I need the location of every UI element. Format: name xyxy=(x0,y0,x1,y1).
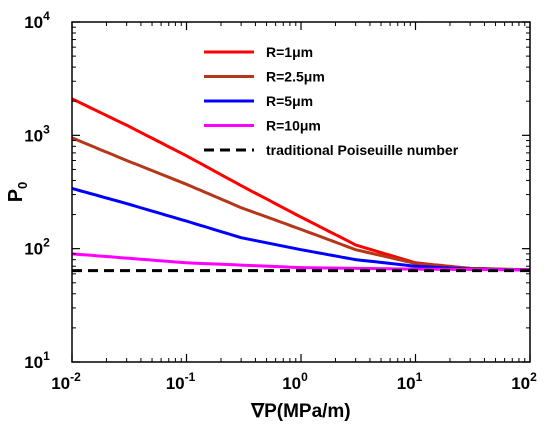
y-axis-label: P0 xyxy=(5,182,30,203)
y-tick-label: 104 xyxy=(24,9,50,32)
y-axis-label-sub: 0 xyxy=(15,182,30,189)
x-axis-label: ∇P(MPa/m) xyxy=(250,401,350,422)
y-tick-label: 101 xyxy=(24,349,50,372)
x-tick-label: 102 xyxy=(511,370,537,393)
y-tick-label: 102 xyxy=(24,236,50,259)
x-tick-label: 100 xyxy=(282,370,308,393)
x-tick-label: 10-1 xyxy=(166,370,196,393)
series-layer xyxy=(71,97,531,273)
x-axis-label-text: P(MPa/m) xyxy=(264,401,351,422)
series-line-4 xyxy=(71,252,531,272)
legend-label-1: R=1μm xyxy=(266,44,313,60)
legend-label-3: R=5μm xyxy=(266,93,313,109)
legend: R=1μm R=2.5μm R=5μm R=10μm traditional Poise… xyxy=(204,44,459,158)
y-axis-label-main: P xyxy=(5,189,27,202)
legend-label-5: traditional Poiseuille number xyxy=(266,142,459,158)
svg-text:P0: P0 xyxy=(5,182,30,203)
y-tick-label: 103 xyxy=(24,122,50,145)
x-tick-label: 101 xyxy=(397,370,423,393)
legend-label-2: R=2.5μm xyxy=(266,69,325,85)
tick-label-layer: 10-2 10-1 100 101 102 101 102 103 104 xyxy=(24,9,537,393)
legend-label-4: R=10μm xyxy=(266,118,321,134)
x-tick-label: 10-2 xyxy=(51,370,81,393)
x-axis-label-symbol: ∇ xyxy=(250,401,265,422)
tick-layer xyxy=(71,21,531,363)
